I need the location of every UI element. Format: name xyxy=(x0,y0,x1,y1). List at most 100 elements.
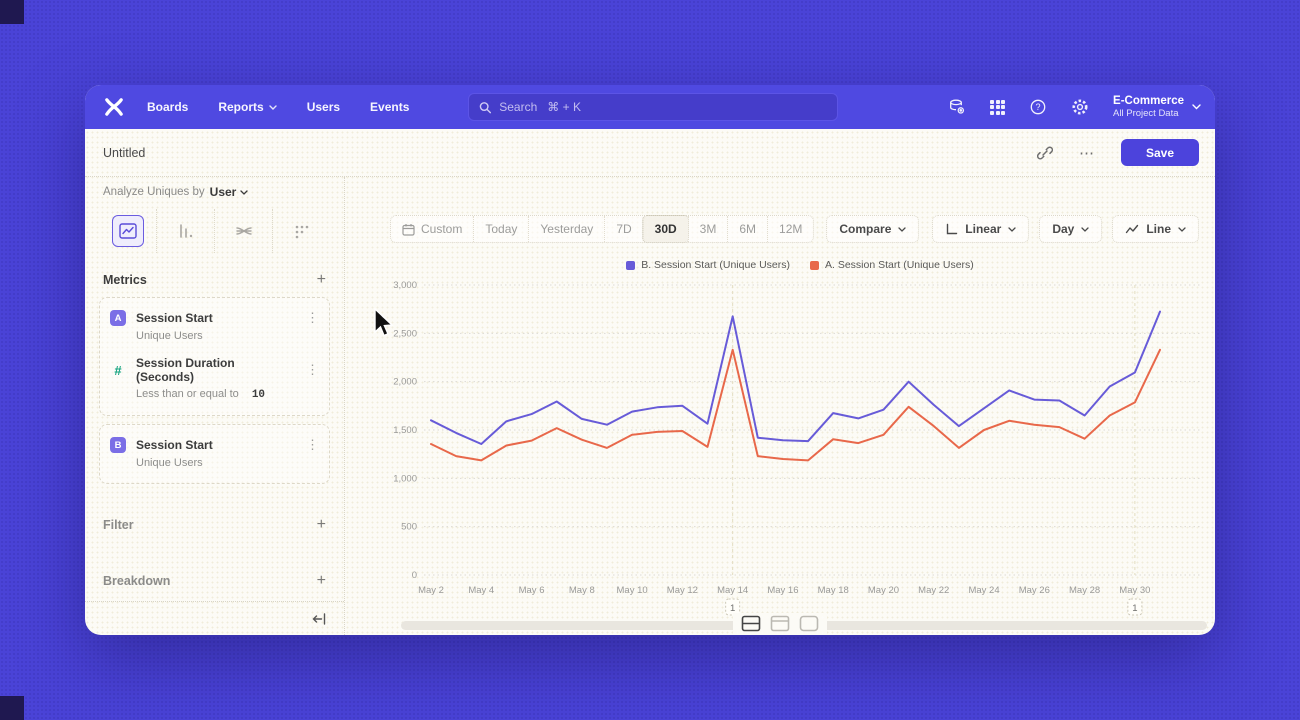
query-builder-sidebar: Analyze Uniques by User xyxy=(85,177,345,635)
nav-item-label: Users xyxy=(306,100,341,114)
metric-title: Session Start xyxy=(136,311,213,325)
svg-text:0: 0 xyxy=(412,570,417,581)
nav-right-cluster: ? E-Commerce All Project Data xyxy=(948,85,1201,129)
tab-funnels[interactable] xyxy=(156,209,214,253)
svg-text:May 18: May 18 xyxy=(818,585,849,596)
interval-label: Day xyxy=(1052,222,1075,236)
nav-item-events[interactable]: Events xyxy=(370,100,409,114)
bar-chart-tab-icon xyxy=(170,215,202,247)
nav-menu: Boards Reports Users Events xyxy=(147,100,409,114)
add-metric-button[interactable]: + xyxy=(316,271,326,288)
tab-flows[interactable] xyxy=(214,209,272,253)
layout-split-top-icon[interactable] xyxy=(770,615,790,632)
metrics-section-header: Metrics + xyxy=(85,253,344,297)
condition-value[interactable]: 10 xyxy=(251,389,266,401)
global-search[interactable] xyxy=(468,93,838,121)
metric-title: Session Start xyxy=(136,438,213,452)
svg-text:1,000: 1,000 xyxy=(393,473,417,484)
analyze-by-value: User xyxy=(209,185,237,199)
apps-grid-icon[interactable] xyxy=(990,99,1006,115)
share-link-icon[interactable] xyxy=(1037,145,1053,161)
visualization-tabs xyxy=(99,209,330,253)
breakdown-section-header: Breakdown + xyxy=(85,542,344,598)
tab-insights[interactable] xyxy=(99,209,156,253)
metric-card-b[interactable]: B Session Start ⋮ Unique Users xyxy=(99,424,330,484)
save-button[interactable]: Save xyxy=(1121,139,1199,166)
axis-icon xyxy=(947,223,958,234)
search-input[interactable] xyxy=(499,100,827,114)
chevron-down-icon xyxy=(1178,226,1186,232)
settings-gear-icon[interactable] xyxy=(1071,98,1089,116)
svg-text:May 10: May 10 xyxy=(617,585,648,596)
scale-dropdown[interactable]: Linear xyxy=(932,215,1030,243)
range-today-button[interactable]: Today xyxy=(473,216,528,242)
chart-controls-row: Custom Today Yesterday 7D 30D 3M 6M 12M … xyxy=(390,215,1199,243)
range-label: 3M xyxy=(699,222,717,236)
metric-menu-icon[interactable]: ⋮ xyxy=(306,362,319,377)
svg-text:May 30: May 30 xyxy=(1119,585,1150,596)
project-switcher[interactable]: E-Commerce All Project Data xyxy=(1113,95,1201,119)
report-title[interactable]: Untitled xyxy=(103,145,146,160)
range-7d-button[interactable]: 7D xyxy=(604,216,642,242)
compare-dropdown[interactable]: Compare xyxy=(826,215,920,243)
range-custom-button[interactable]: Custom xyxy=(391,216,473,242)
metric-menu-icon[interactable]: ⋮ xyxy=(306,310,319,325)
help-icon[interactable]: ? xyxy=(1029,98,1047,116)
svg-text:500: 500 xyxy=(401,522,417,533)
metric-subtitle[interactable]: Unique Users xyxy=(136,457,203,469)
legend-label: A. Session Start (Unique Users) xyxy=(825,259,974,271)
filter-header-label: Filter xyxy=(103,518,134,532)
nav-item-users[interactable]: Users xyxy=(307,100,340,114)
metric-badge-b: B xyxy=(110,437,126,453)
add-filter-button[interactable]: + xyxy=(316,516,326,533)
layout-split-horizontal-icon[interactable] xyxy=(741,615,761,632)
svg-text:1: 1 xyxy=(730,603,735,614)
svg-text:1,500: 1,500 xyxy=(393,425,417,436)
metric-card-a[interactable]: A Session Start ⋮ Unique Users # Session… xyxy=(99,297,330,416)
range-label: 7D xyxy=(616,222,632,236)
legend-item-a[interactable]: A. Session Start (Unique Users) xyxy=(810,259,974,271)
chevron-down-icon xyxy=(1192,104,1201,110)
range-3m-button[interactable]: 3M xyxy=(687,216,728,242)
numeric-property-icon: # xyxy=(114,362,122,378)
range-6m-button[interactable]: 6M xyxy=(727,216,767,242)
legend-item-b[interactable]: B. Session Start (Unique Users) xyxy=(626,259,790,271)
analyze-by-select[interactable]: User xyxy=(210,185,249,199)
metric-filter-condition[interactable]: Less than or equal to 10 xyxy=(110,386,319,409)
more-options-button[interactable]: ⋯ xyxy=(1079,144,1095,162)
tab-retention[interactable] xyxy=(272,209,330,253)
metric-subtitle[interactable]: Unique Users xyxy=(136,330,203,342)
nav-item-reports[interactable]: Reports xyxy=(218,100,277,114)
range-label: 12M xyxy=(779,222,803,236)
legend-swatch-b xyxy=(626,260,636,270)
chevron-down-icon xyxy=(898,226,907,232)
chart-legend: B. Session Start (Unique Users) A. Sessi… xyxy=(390,259,1210,271)
range-30d-button[interactable]: 30D xyxy=(641,215,689,243)
frame-corner xyxy=(0,0,24,24)
line-chart-tab-icon xyxy=(111,215,144,247)
svg-text:May 6: May 6 xyxy=(519,585,545,596)
range-12m-button[interactable]: 12M xyxy=(767,216,813,242)
svg-text:May 22: May 22 xyxy=(918,585,949,596)
line-chart[interactable]: 0 500 1,000 1,500 2,000 2,500 3,000 May 2 May 4 M… xyxy=(390,273,1210,618)
analyze-by-row: Analyze Uniques by User xyxy=(85,179,344,203)
svg-text:May 20: May 20 xyxy=(868,585,899,596)
layout-full-icon[interactable] xyxy=(799,615,819,632)
add-breakdown-button[interactable]: + xyxy=(316,572,326,589)
project-name: E-Commerce xyxy=(1113,95,1184,107)
chart-type-dropdown[interactable]: Line xyxy=(1112,215,1199,243)
nav-item-boards[interactable]: Boards xyxy=(147,100,188,114)
range-yesterday-button[interactable]: Yesterday xyxy=(528,216,604,242)
collapse-sidebar-icon[interactable] xyxy=(312,612,326,625)
mixpanel-logo-icon[interactable] xyxy=(103,96,125,118)
layout-toggle-group xyxy=(733,613,827,634)
breakdown-header-label: Breakdown xyxy=(103,574,171,588)
condition-label: Less than or equal to xyxy=(136,388,239,400)
svg-text:May 26: May 26 xyxy=(1019,585,1050,596)
data-management-icon[interactable] xyxy=(948,98,966,116)
metric-filter-title: Session Duration (Seconds) xyxy=(136,356,235,384)
metric-menu-icon[interactable]: ⋮ xyxy=(306,437,319,452)
interval-dropdown[interactable]: Day xyxy=(1039,215,1103,243)
line-chart-icon xyxy=(1126,224,1139,234)
